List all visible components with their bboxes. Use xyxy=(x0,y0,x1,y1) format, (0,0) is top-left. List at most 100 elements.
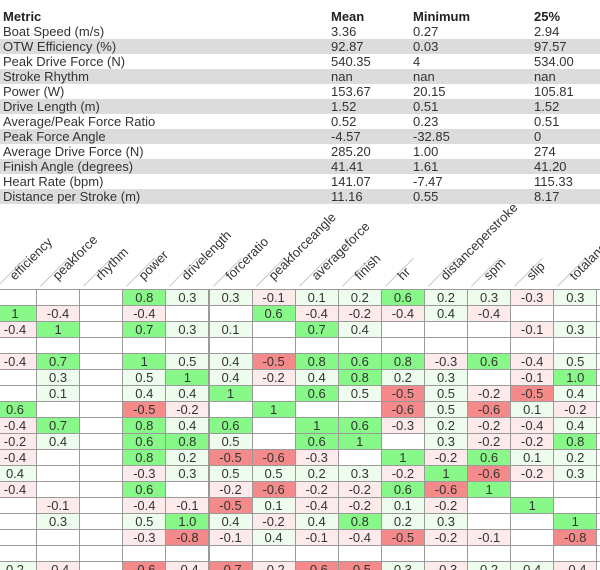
correlation-cell-hr: -0.3 xyxy=(380,417,425,434)
correlation-cell-averageforce: -0.4 xyxy=(294,305,339,322)
correlation-cell-slip: 1 xyxy=(510,497,555,514)
correlation-cell-efficiency: 0.4 xyxy=(0,465,37,482)
correlation-cell-efficiency xyxy=(0,529,37,546)
correlation-cell-distanceperstroke xyxy=(424,321,468,338)
correlation-cell-distanceperstroke: 0.3 xyxy=(424,433,468,450)
correlation-cell-peakforceangle: -0.6 xyxy=(251,449,296,466)
correlation-cell-totalangle: 0.2 xyxy=(553,449,598,466)
correlation-cell-distanceperstroke xyxy=(424,545,468,562)
correlation-cell-peakforceangle: -0.5 xyxy=(251,353,296,370)
correlation-cell-peakforce: -0.4 xyxy=(36,561,81,570)
metric-name: Stroke Rhythm xyxy=(0,69,328,84)
summary-row: Drive Length (m) 1.52 0.51 1.52 xyxy=(0,99,600,114)
correlation-cell-peakforceangle xyxy=(251,545,296,562)
correlation-cell-totalangle: 1.0 xyxy=(553,369,598,386)
correlation-cell-totalangle: 0.3 xyxy=(553,465,598,482)
correlation-cell-spm: 1 xyxy=(467,481,512,498)
correlation-cell-rhythm xyxy=(79,545,124,562)
minimum-value: -7.47 xyxy=(413,174,443,189)
correlation-cell-drivelength: 0.4 xyxy=(165,385,210,402)
summary-row: Finish Angle (degrees) 41.41 1.61 41.20 xyxy=(0,159,600,174)
correlation-cell-rhythm xyxy=(79,497,124,514)
correlation-cell-clipped xyxy=(596,561,600,570)
correlation-cell-distanceperstroke xyxy=(424,337,468,354)
column-header-slip: slip xyxy=(523,258,548,283)
p25-value: 0 xyxy=(531,129,600,144)
correlation-cell-forceratio: 0.6 xyxy=(208,417,253,434)
correlation-cell-spm: -0.6 xyxy=(467,401,512,418)
correlation-cell-averageforce: 0.4 xyxy=(294,513,339,530)
mean-value: nan xyxy=(328,69,410,84)
mean-value: 3.36 xyxy=(331,24,357,39)
correlation-cell-averageforce: 0.2 xyxy=(294,465,339,482)
mean-value: 1.52 xyxy=(328,99,410,114)
correlation-cell-distanceperstroke: -0.6 xyxy=(424,481,468,498)
correlation-cell-drivelength: -0.4 xyxy=(165,561,210,570)
correlation-cell-hr xyxy=(380,321,425,338)
correlation-cell-forceratio: -0.7 xyxy=(208,561,253,570)
correlation-cell-drivelength: 1 xyxy=(165,369,210,386)
correlation-cell-slip: -0.4 xyxy=(510,353,555,370)
correlation-cell-slip: -0.1 xyxy=(510,321,555,338)
correlation-cell-clipped xyxy=(596,513,600,530)
correlation-cell-finish: 0.3 xyxy=(337,465,382,482)
correlation-cell-totalangle: 1 xyxy=(553,513,598,530)
correlation-cell-power xyxy=(122,337,167,354)
correlation-cell-peakforce: 0.3 xyxy=(36,369,81,386)
correlation-cell-spm xyxy=(467,321,512,338)
correlation-cell-drivelength: 0.8 xyxy=(165,433,210,450)
correlation-cell-hr xyxy=(380,545,425,562)
correlation-cell-averageforce xyxy=(294,337,339,354)
correlation-cell-totalangle xyxy=(553,497,598,514)
correlation-cell-spm: -0.2 xyxy=(467,385,512,402)
correlation-cell-peakforce: 0.7 xyxy=(36,417,81,434)
correlation-cell-peakforce xyxy=(36,401,81,418)
column-header-spm: spm xyxy=(480,255,509,283)
correlation-cell-forceratio: 1 xyxy=(208,385,253,402)
correlation-cell-slip xyxy=(510,529,555,546)
correlation-cell-distanceperstroke: 1 xyxy=(424,465,468,482)
correlation-cell-peakforceangle: 0.5 xyxy=(251,465,296,482)
correlation-cell-peakforceangle: 1 xyxy=(251,401,296,418)
p25-value: 0.51 xyxy=(534,114,560,129)
correlation-cell-totalangle: 0.3 xyxy=(553,321,598,338)
correlation-cell-efficiency: -0.4 xyxy=(0,417,37,434)
correlation-cell-averageforce: 1 xyxy=(294,417,339,434)
correlation-cell-peakforceangle: -0.2 xyxy=(251,561,296,570)
correlation-cell-spm: 0.6 xyxy=(467,449,512,466)
correlation-cell-peakforce xyxy=(36,337,81,354)
correlation-cell-drivelength xyxy=(165,337,210,354)
correlation-cell-rhythm xyxy=(79,513,124,530)
correlation-cell-distanceperstroke: 0.2 xyxy=(424,417,468,434)
correlation-cell-totalangle xyxy=(553,337,598,354)
correlation-cell-power: 0.4 xyxy=(122,385,167,402)
p25-value: 8.17 xyxy=(531,189,600,204)
correlation-cell-efficiency: 0.6 xyxy=(0,401,37,418)
correlation-cell-finish xyxy=(337,449,382,466)
correlation-cell-finish: -0.2 xyxy=(337,481,382,498)
correlation-cell-power: -0.3 xyxy=(122,465,167,482)
correlation-cell-power: 0.8 xyxy=(122,449,167,466)
correlation-cell-finish xyxy=(337,401,382,418)
column-header-power: power xyxy=(135,247,172,283)
correlation-cell-totalangle: -0.2 xyxy=(553,401,598,418)
correlation-cell-clipped xyxy=(596,353,600,370)
correlation-cell-slip xyxy=(510,513,555,530)
correlation-cell-hr: -0.2 xyxy=(380,465,425,482)
correlation-cell-distanceperstroke: -0.3 xyxy=(424,353,468,370)
correlation-cell-spm xyxy=(467,497,512,514)
correlation-cell-rhythm xyxy=(79,289,124,306)
correlation-cell-totalangle xyxy=(553,545,598,562)
correlation-cell-hr: 1 xyxy=(380,449,425,466)
correlation-cell-averageforce: -0.6 xyxy=(294,561,339,570)
correlation-cell-finish xyxy=(337,545,382,562)
correlation-cell-spm xyxy=(467,369,512,386)
minimum-value: 1.00 xyxy=(413,144,439,159)
correlation-cell-clipped xyxy=(596,545,600,562)
correlation-cell-efficiency: -0.4 xyxy=(0,449,37,466)
mean-value: 141.07 xyxy=(331,174,371,189)
metric-name: OTW Efficiency (%) xyxy=(0,39,328,54)
correlation-cell-power: -0.3 xyxy=(122,529,167,546)
correlation-cell-power: 0.6 xyxy=(122,481,167,498)
correlation-cell-hr: -0.4 xyxy=(380,305,425,322)
